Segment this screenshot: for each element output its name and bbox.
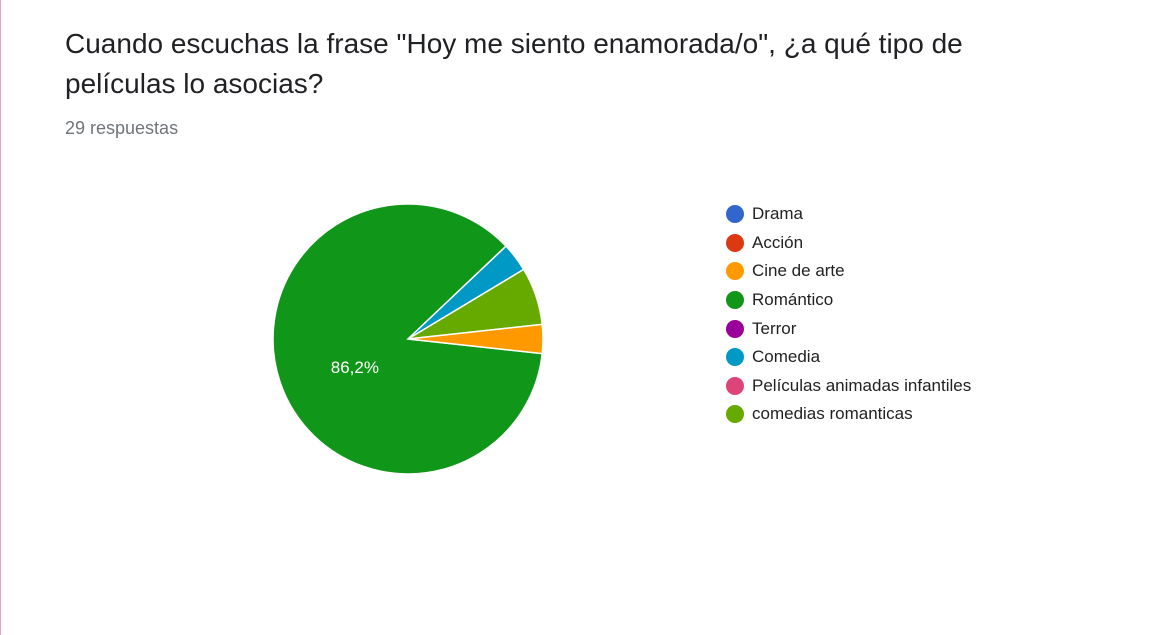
legend-label: Acción — [752, 232, 804, 252]
legend-label: Películas animadas infantiles — [752, 375, 972, 395]
legend-swatch — [726, 291, 744, 310]
legend-item[interactable]: Romántico — [726, 286, 971, 315]
pie-slice-cine-de-arte[interactable] — [407, 323, 544, 355]
legend-swatch — [726, 262, 744, 281]
legend-label: comedias romanticas — [752, 404, 913, 424]
pie-slice-romántico[interactable] — [272, 203, 544, 475]
legend-swatch — [726, 319, 744, 338]
legend-label: Terror — [752, 318, 797, 338]
legend-item[interactable]: Terror — [726, 314, 971, 343]
legend-label: Drama — [752, 204, 804, 224]
legend-swatch — [726, 205, 744, 224]
legend-swatch — [726, 233, 744, 252]
legend-label: Cine de arte — [752, 261, 845, 281]
slice-label-romantico: 86,2% — [331, 358, 379, 377]
chart-legend: Drama Acción Cine de arte Romántico Terror Co… — [726, 200, 971, 429]
chart-title: Cuando escuchas la frase "Hoy me siento … — [65, 28, 963, 99]
legend-item[interactable]: Drama — [726, 200, 971, 229]
legend-label: Romántico — [752, 290, 834, 310]
legend-label: Comedia — [752, 347, 821, 367]
response-count: 29 respuestas — [65, 118, 179, 138]
legend-item[interactable]: Películas animadas infantiles — [726, 372, 971, 401]
legend-item[interactable]: Acción — [726, 229, 971, 258]
legend-item[interactable]: Comedia — [726, 343, 971, 372]
legend-swatch — [726, 405, 744, 424]
legend-swatch — [726, 348, 744, 367]
legend-item[interactable]: comedias romanticas — [726, 400, 971, 429]
legend-item[interactable]: Cine de arte — [726, 257, 971, 286]
legend-swatch — [726, 376, 744, 395]
